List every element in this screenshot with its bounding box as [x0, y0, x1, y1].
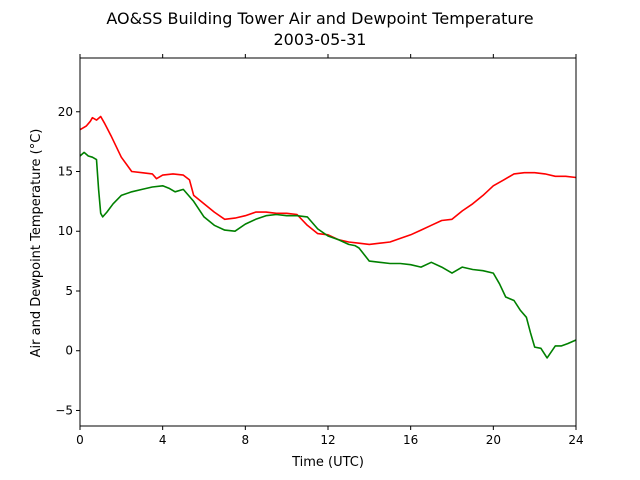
y-tick-label: 0 — [65, 344, 73, 358]
x-tick-label: 12 — [320, 433, 335, 447]
x-tick-label: 4 — [159, 433, 167, 447]
y-tick-label: 5 — [65, 284, 73, 298]
chart-title: AO&SS Building Tower Air and Dewpoint Te… — [106, 9, 533, 28]
y-axis-label: Air and Dewpoint Temperature (°C) — [29, 129, 44, 358]
chart-subtitle: 2003-05-31 — [274, 30, 367, 49]
series-line-0 — [79, 115, 577, 246]
y-tick-label: −5 — [55, 403, 73, 417]
x-tick-label: 16 — [403, 433, 418, 447]
x-tick-label: 0 — [76, 433, 84, 447]
x-axis-label: Time (UTC) — [291, 455, 364, 470]
y-tick-label: 15 — [58, 165, 73, 179]
x-tick-label: 8 — [242, 433, 250, 447]
x-tick-label: 20 — [486, 433, 501, 447]
y-tick-label: 20 — [58, 105, 73, 119]
plot-area: 0 4 8 12 16 20 24 −5 0 5 10 15 20 — [55, 54, 584, 447]
y-tick-label: 10 — [58, 224, 73, 238]
series-line-1 — [79, 151, 577, 359]
x-tick-label: 24 — [568, 433, 583, 447]
